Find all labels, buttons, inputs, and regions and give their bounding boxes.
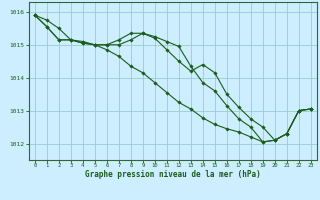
X-axis label: Graphe pression niveau de la mer (hPa): Graphe pression niveau de la mer (hPa) bbox=[85, 170, 261, 179]
